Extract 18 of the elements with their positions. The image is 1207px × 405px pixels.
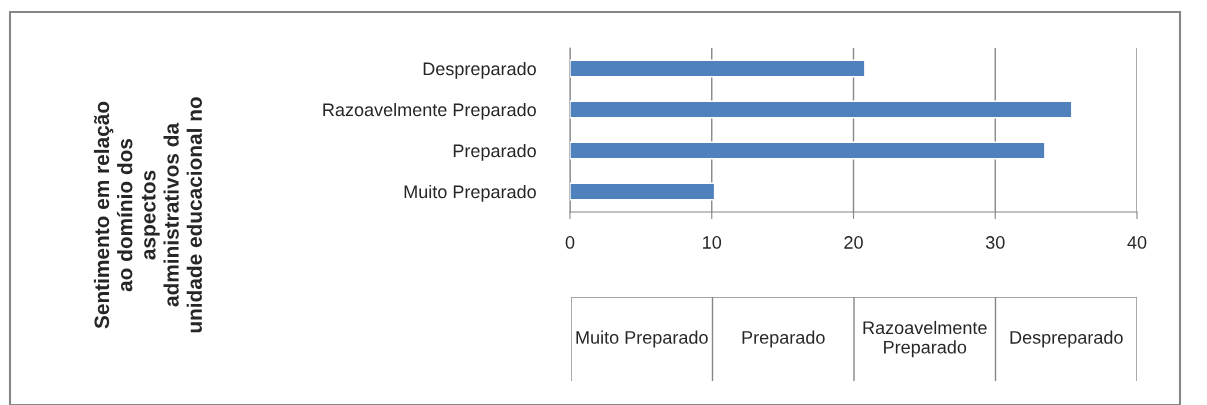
bar [570, 59, 866, 78]
text: Preparado [742, 330, 825, 348]
text: Despreparado [1010, 330, 1123, 348]
text: Razoavelmente Preparado [863, 320, 987, 358]
text: Sentimento em relação ao domínio dos aspectos administrativos da unidade educacional no [93, 97, 202, 333]
y-tick-label: Despreparado [423, 61, 536, 79]
y-tick-label: Razoavelmente Preparado [323, 102, 536, 120]
text: Muito Preparado [576, 330, 708, 348]
x-tick-label: 10 [703, 236, 722, 249]
y-tick-label: Preparado [453, 143, 536, 161]
x-tick-label: 30 [985, 236, 1005, 249]
bar [570, 141, 1046, 160]
y-tick-label: Muito Preparado [404, 184, 536, 202]
bar [570, 182, 716, 201]
x-tick-label: 20 [844, 236, 863, 249]
x-tick-label: 40 [1127, 236, 1147, 249]
x-tick-label: 0 [565, 236, 575, 249]
bar [570, 100, 1073, 119]
